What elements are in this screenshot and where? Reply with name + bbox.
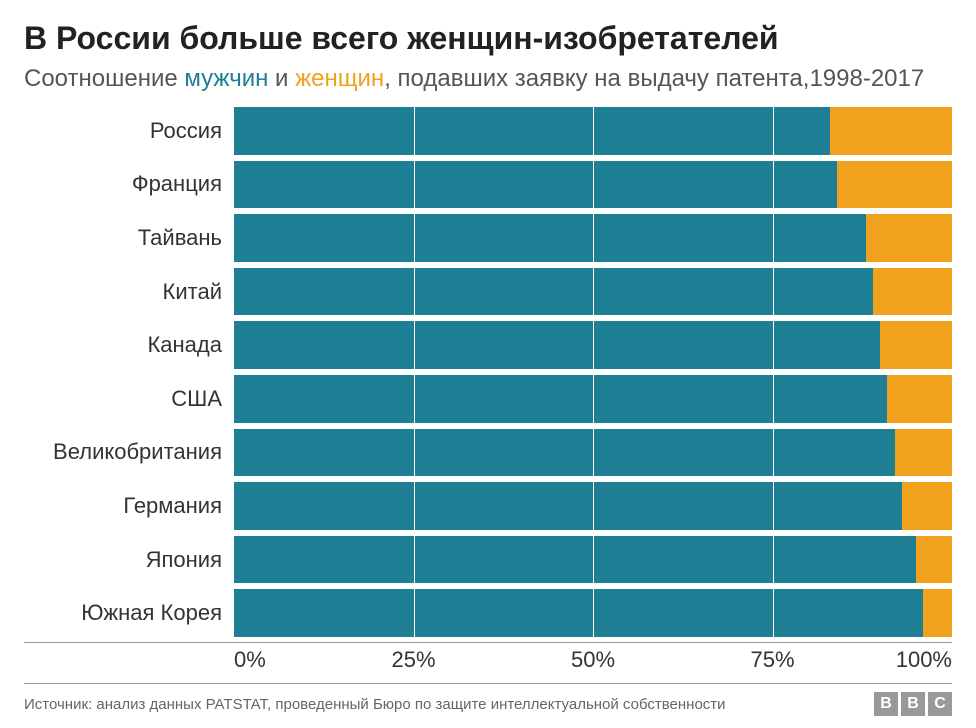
subtitle-pre: Соотношение — [24, 65, 184, 92]
bar-segment-women — [923, 589, 952, 637]
bar-inner — [234, 107, 952, 155]
bar-segment-men — [234, 536, 916, 584]
bar-track — [234, 586, 952, 640]
bar-row: Южная Корея — [24, 586, 952, 640]
bar-segment-men — [234, 482, 902, 530]
subtitle-women-word: женщин — [295, 65, 384, 92]
bar-track — [234, 104, 952, 158]
bar-row: Япония — [24, 533, 952, 587]
x-axis-spacer — [24, 643, 234, 677]
bar-inner — [234, 589, 952, 637]
x-axis-tick-label: 100% — [896, 647, 952, 673]
bar-segment-men — [234, 321, 880, 369]
bar-row: Канада — [24, 318, 952, 372]
bar-label: Япония — [24, 533, 234, 587]
bar-segment-women — [873, 268, 952, 316]
x-axis-tick-label: 75% — [750, 647, 794, 673]
x-axis-tick-label: 0% — [234, 647, 266, 673]
bbc-logo-box: B — [874, 692, 898, 716]
bar-row: Великобритания — [24, 426, 952, 480]
subtitle-men-word: мужчин — [184, 65, 268, 92]
subtitle-mid: и — [268, 65, 295, 92]
bbc-logo-box: B — [901, 692, 925, 716]
bbc-logo-box: C — [928, 692, 952, 716]
bar-segment-men — [234, 429, 895, 477]
bar-label: Франция — [24, 158, 234, 212]
bar-inner — [234, 321, 952, 369]
bar-label: Великобритания — [24, 426, 234, 480]
bar-label: Южная Корея — [24, 586, 234, 640]
bar-label: Тайвань — [24, 211, 234, 265]
bar-segment-men — [234, 268, 873, 316]
bar-track — [234, 158, 952, 212]
bar-segment-women — [866, 214, 952, 262]
chart-area: РоссияФранцияТайваньКитайКанадаСШАВелико… — [24, 104, 952, 677]
bar-inner — [234, 214, 952, 262]
bar-segment-men — [234, 161, 837, 209]
bar-track — [234, 372, 952, 426]
bar-segment-men — [234, 589, 923, 637]
bar-inner — [234, 536, 952, 584]
bar-label: Германия — [24, 479, 234, 533]
bar-inner — [234, 268, 952, 316]
bar-track — [234, 265, 952, 319]
bar-segment-men — [234, 107, 830, 155]
bar-segment-women — [887, 375, 952, 423]
bar-segment-men — [234, 375, 887, 423]
x-axis-tick-label: 50% — [571, 647, 615, 673]
bar-segment-men — [234, 214, 866, 262]
bar-inner — [234, 482, 952, 530]
bar-segment-women — [880, 321, 952, 369]
bar-track — [234, 479, 952, 533]
bar-segment-women — [895, 429, 952, 477]
source-text: Источник: анализ данных PATSTAT, проведе… — [24, 696, 726, 713]
bar-label: Китай — [24, 265, 234, 319]
bbc-logo: BBC — [874, 692, 952, 716]
bar-track — [234, 211, 952, 265]
bar-track — [234, 533, 952, 587]
bars-region: РоссияФранцияТайваньКитайКанадаСШАВелико… — [24, 104, 952, 640]
bar-label: Россия — [24, 104, 234, 158]
bar-segment-women — [830, 107, 952, 155]
bar-track — [234, 318, 952, 372]
x-axis: 0% 25% 50% 75% 100% — [24, 642, 952, 677]
bar-row: Тайвань — [24, 211, 952, 265]
bar-row: США — [24, 372, 952, 426]
bar-inner — [234, 375, 952, 423]
bar-inner — [234, 161, 952, 209]
bar-row: Франция — [24, 158, 952, 212]
footer-rule — [24, 683, 952, 684]
bar-segment-women — [902, 482, 952, 530]
bar-row: Германия — [24, 479, 952, 533]
bar-label: США — [24, 372, 234, 426]
bar-segment-women — [916, 536, 952, 584]
footer: Источник: анализ данных PATSTAT, проведе… — [24, 692, 952, 716]
x-axis-ticks: 0% 25% 50% 75% 100% — [234, 643, 952, 677]
bar-row: Китай — [24, 265, 952, 319]
bar-track — [234, 426, 952, 480]
bar-row: Россия — [24, 104, 952, 158]
chart-title: В России больше всего женщин-изобретател… — [24, 20, 952, 57]
bar-label: Канада — [24, 318, 234, 372]
x-axis-tick-label: 25% — [391, 647, 435, 673]
chart-subtitle: Соотношение мужчин и женщин, подавших за… — [24, 63, 952, 94]
bar-inner — [234, 429, 952, 477]
bar-segment-women — [837, 161, 952, 209]
subtitle-post: , подавших заявку на выдачу патента,1998… — [384, 65, 924, 92]
